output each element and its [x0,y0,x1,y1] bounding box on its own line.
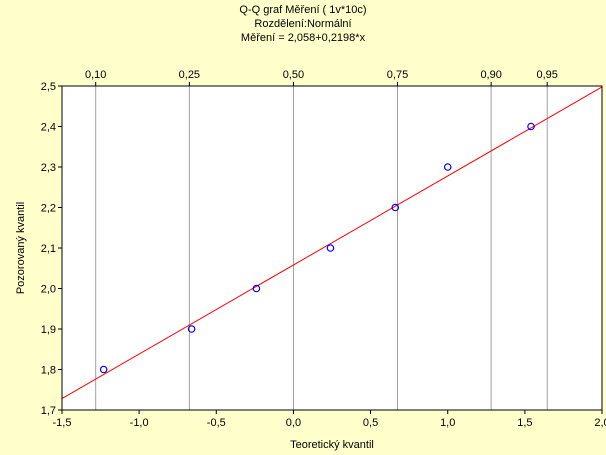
top-tick-label: 0,90 [480,69,501,81]
y-tick-label: 2,5 [41,81,56,93]
top-tick-label: 0,25 [179,69,200,81]
probability-gridlines [95,86,548,410]
data-point [326,244,335,252]
y-tick-label: 2,3 [41,162,56,174]
top-tick-label: 0,10 [85,69,106,81]
data-point [391,203,400,212]
top-tick-label: 0,95 [537,69,558,81]
fit-line [61,86,603,399]
top-tick-label: 0,75 [387,69,408,81]
chart-subtitle: Rozdělení:Normální [254,18,352,30]
data-point [252,284,261,293]
y-tick-label: 2,2 [41,203,56,215]
x-tick-label: 2,0 [594,417,606,429]
x-tick-label: 1,5 [517,417,532,429]
x-axis-label: Teoretický kvantil [290,439,374,451]
x-tick-label: -1,0 [130,417,149,429]
y-tick-label: 1,8 [41,365,56,377]
x-tick-label: 0,0 [286,417,301,429]
data-point [187,325,196,333]
y-tick-label: 2,0 [41,284,56,296]
axes: 1,7 1,8 1,9 2,0 2,1 2,2 2,3 2,4 2,5 -1,5 -1,0 -0,5 0… [41,69,606,429]
x-tick-label: 0,5 [363,417,378,429]
top-tick-label: 0,50 [283,69,304,81]
x-tick-label: 1,0 [440,417,455,429]
y-axis-label: Pozorovaný kvantil [15,202,27,294]
plot-area [62,86,602,410]
y-tick-label: 2,4 [41,122,56,134]
x-tick-label: -1,5 [53,417,72,429]
y-tick-label: 1,9 [41,324,56,336]
data-point [99,365,108,374]
y-tick-label: 2,1 [41,243,56,255]
chart-equation: Měření = 2,058+0,2198*x [240,32,366,44]
y-tick-label: 1,7 [41,405,56,417]
data-point [443,163,452,171]
data-points [99,122,535,374]
x-tick-label: -0,5 [207,417,226,429]
chart-title: Q-Q graf Měření ( 1v*10c) [239,4,367,16]
data-point [527,122,535,131]
